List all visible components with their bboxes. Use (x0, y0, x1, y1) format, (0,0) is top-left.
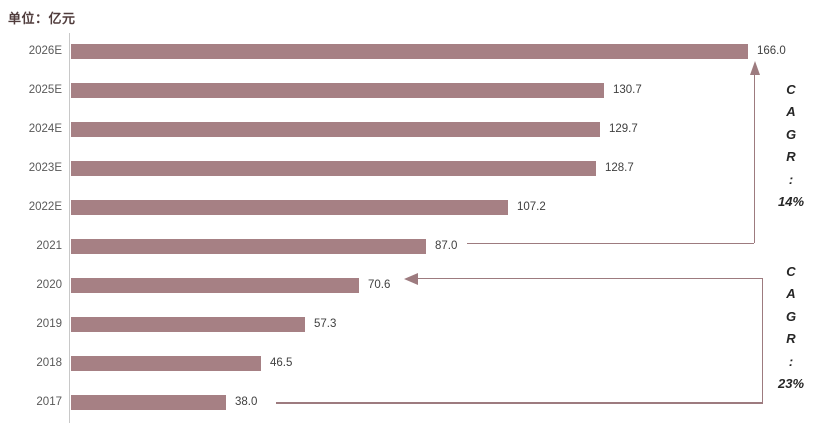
category-label: 2026E (28, 44, 62, 57)
cagr-text-char: : (788, 353, 794, 369)
bar-row: 2018 46.5 (0, 356, 814, 372)
bar-row: 2020 70.6 (0, 278, 814, 294)
cagr-text-char: A (786, 286, 796, 302)
cagr-text-char: R (786, 331, 796, 347)
bar-row: 2023E 128.7 (0, 160, 814, 176)
bar-row: 2019 57.3 (0, 317, 814, 333)
bar-row: 2025E 130.7 (0, 82, 814, 98)
value-label: 129.7 (609, 122, 638, 135)
cagr-text-char: G (785, 308, 797, 324)
y-axis-line (69, 33, 70, 423)
bar (71, 82, 604, 98)
category-label: 2018 (36, 357, 62, 370)
cagr-text-char: 23% (777, 375, 805, 391)
bar-row: 2024E 129.7 (0, 121, 814, 137)
cagr1-connector-vertical-line (754, 75, 756, 243)
cagr-text-char: C (786, 264, 796, 279)
category-label: 2022E (28, 200, 62, 213)
bar (71, 199, 508, 215)
cagr-text-char: R (786, 149, 796, 165)
bar (71, 317, 305, 333)
cagr-text-char: G (785, 126, 797, 142)
bar (71, 43, 748, 59)
value-label: 166.0 (757, 44, 786, 57)
bar-row: 2022E 107.2 (0, 199, 814, 215)
cagr2-left-arrowhead-icon (404, 272, 418, 285)
cagr2-connector-vertical-line (762, 278, 764, 403)
category-label: 2017 (36, 396, 62, 409)
cagr-text-char: 14% (777, 193, 805, 209)
value-label: 46.5 (270, 357, 293, 370)
bar (71, 160, 596, 176)
bar-row: 2021 87.0 (0, 239, 814, 254)
value-label: 57.3 (314, 318, 337, 331)
bar (71, 356, 261, 372)
cagr2-connector-bottom-line (276, 402, 764, 404)
category-label: 2023E (28, 161, 62, 174)
value-label: 128.7 (605, 161, 634, 174)
bar-row: 2017 38.0 (0, 395, 814, 411)
category-label: 2025E (28, 83, 62, 96)
cagr-annotation-23pct: C A G R: 23% (774, 261, 808, 395)
cagr-text-char: C (786, 82, 796, 97)
cagr-text-char: : (788, 171, 794, 187)
value-label: 70.6 (368, 279, 391, 292)
bar-row: 2026E 166.0 (0, 43, 814, 59)
cagr2-arrow-shaft (417, 278, 764, 280)
value-label: 130.7 (613, 83, 642, 96)
category-label: 2021 (36, 240, 62, 252)
bar (71, 395, 226, 411)
cagr1-connector-horizontal-line (467, 243, 754, 245)
bar (71, 121, 600, 137)
category-label: 2020 (36, 279, 62, 292)
bar (71, 239, 426, 254)
category-label: 2024E (28, 122, 62, 135)
category-label: 2019 (36, 318, 62, 331)
value-label: 38.0 (235, 396, 258, 409)
cagr1-up-arrowhead-icon (749, 61, 760, 75)
unit-label: 单位：亿元 (8, 11, 76, 26)
cagr-text-char: A (786, 104, 796, 120)
value-label: 87.0 (435, 240, 458, 252)
bar (71, 278, 359, 294)
value-label: 107.2 (517, 200, 546, 213)
cagr-annotation-14pct: C A G R: 14% (774, 79, 808, 213)
